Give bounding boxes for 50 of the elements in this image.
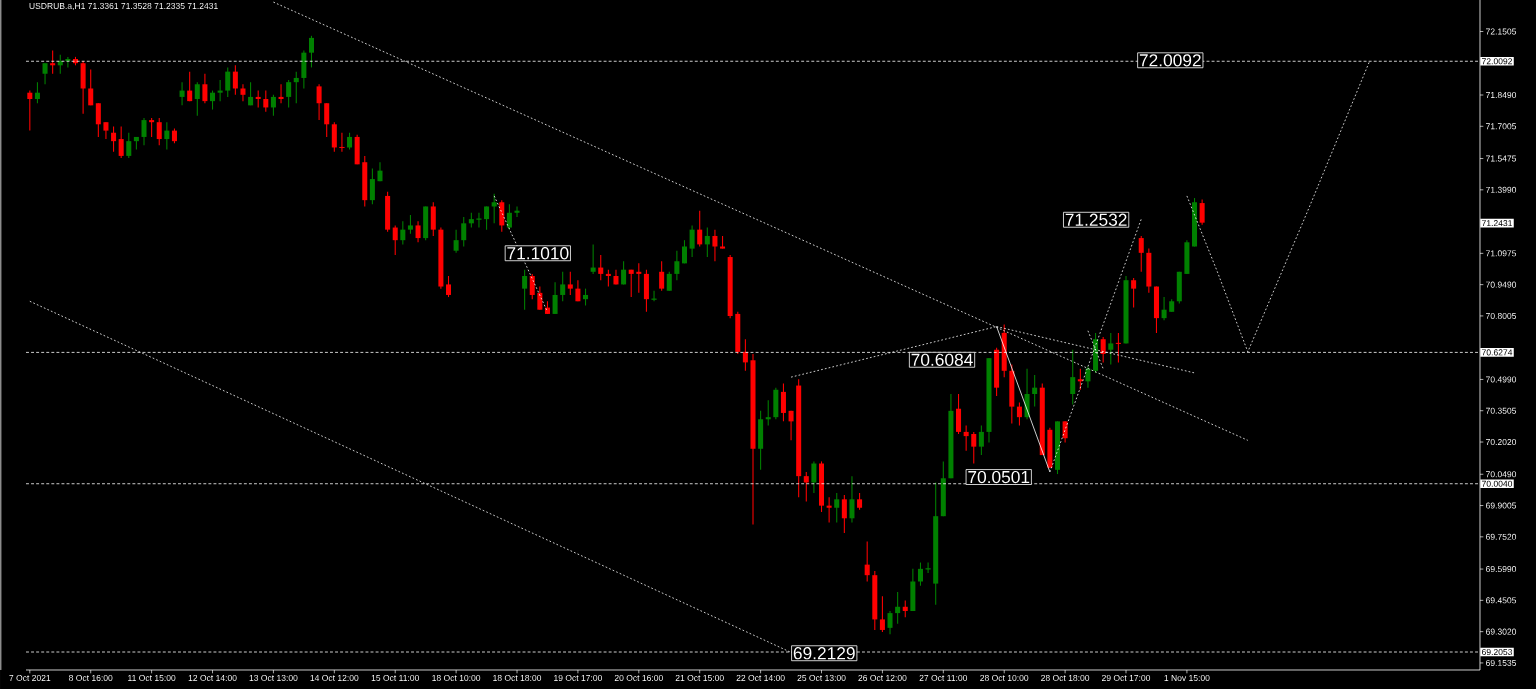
ref-line-label: 70.6274 <box>1482 349 1513 356</box>
annotation: 70.0501 <box>968 470 1030 484</box>
y-tick-label: 71.0975 <box>1486 250 1517 257</box>
x-tick-label: 22 Oct 14:00 <box>736 674 785 681</box>
x-tick-label: 12 Oct 14:00 <box>188 674 237 681</box>
x-tick-label: 20 Oct 16:00 <box>614 674 663 681</box>
y-tick-label: 70.8005 <box>1486 312 1517 319</box>
y-tick-label: 69.5990 <box>1486 566 1517 573</box>
y-tick-label: 69.3020 <box>1486 628 1517 635</box>
x-tick-label: 7 Oct 2021 <box>9 674 51 681</box>
x-tick-label: 21 Oct 15:00 <box>675 674 724 681</box>
annotation: 71.2532 <box>1065 213 1127 226</box>
annotation: 69.2129 <box>793 647 855 660</box>
x-tick-label: 18 Oct 10:00 <box>432 674 481 681</box>
y-tick-label: 70.4990 <box>1486 376 1517 383</box>
x-tick-label: 25 Oct 13:00 <box>797 674 846 681</box>
y-tick-label: 71.3990 <box>1486 186 1517 193</box>
y-tick-label: 70.0490 <box>1486 471 1517 478</box>
y-tick-label: 71.8490 <box>1486 91 1517 99</box>
x-tick-label: 18 Oct 18:00 <box>493 674 542 681</box>
y-tick-label: 71.7005 <box>1486 123 1517 130</box>
ref-line-label: 69.2053 <box>1482 648 1513 656</box>
y-tick-label: 69.4505 <box>1486 597 1517 604</box>
y-tick-label: 70.3505 <box>1486 407 1517 414</box>
x-tick-label: 19 Oct 17:00 <box>554 674 603 681</box>
y-tick-label: 69.1535 <box>1486 659 1517 666</box>
y-tick-label: 70.2020 <box>1486 439 1517 446</box>
x-tick-label: 28 Oct 18:00 <box>1041 674 1090 681</box>
y-tick-label: 69.9005 <box>1486 502 1517 509</box>
text: 71.2431 <box>1482 220 1513 227</box>
annotation: 70.6084 <box>911 353 973 366</box>
y-tick-label: 71.5475 <box>1486 155 1517 162</box>
y-tick-label: 69.7520 <box>1486 533 1517 540</box>
annotation: 71.1010 <box>507 247 569 260</box>
x-tick-label: 13 Oct 13:00 <box>249 674 298 681</box>
x-tick-label: 14 Oct 12:00 <box>310 674 359 681</box>
y-tick-label: 72.1505 <box>1486 28 1517 35</box>
x-tick-label: 11 Oct 15:00 <box>128 674 176 681</box>
x-tick-label: 8 Oct 16:00 <box>69 674 113 681</box>
chart-title: USDRUB.a,H1 71.3361 71.3528 71.2335 71.2431 <box>29 2 218 10</box>
x-tick-label: 26 Oct 12:00 <box>858 674 907 681</box>
x-tick-label: 27 Oct 11:00 <box>919 674 968 681</box>
y-tick-label: 70.9490 <box>1486 281 1517 288</box>
x-tick-label: 15 Oct 11:00 <box>371 674 419 681</box>
x-tick-label: 1 Nov 15:00 <box>1164 674 1210 681</box>
ref-line-label: 72.0092 <box>1482 58 1512 65</box>
annotation: 72.0092 <box>1139 54 1201 67</box>
x-tick-label: 29 Oct 17:00 <box>1102 674 1151 681</box>
ref-line-label: 70.0040 <box>1482 480 1513 487</box>
x-tick-label: 28 Oct 10:00 <box>980 674 1029 681</box>
